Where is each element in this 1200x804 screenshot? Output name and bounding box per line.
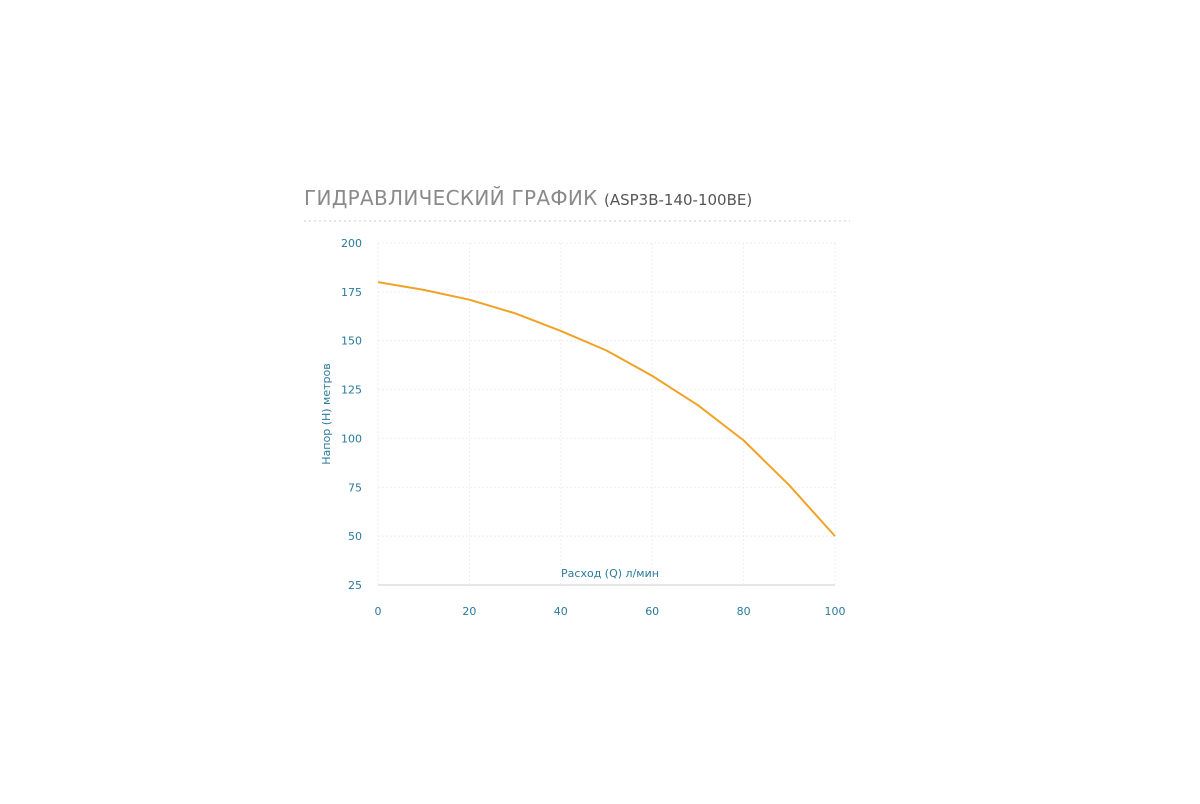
x-tick-label: 20 [462, 605, 476, 618]
x-axis-label: Расход (Q) л/мин [561, 567, 659, 580]
x-tick-label: 40 [554, 605, 568, 618]
y-tick-label: 125 [341, 384, 362, 397]
y-axis-label: Напор (H) метров [320, 363, 333, 464]
y-tick-label: 75 [348, 481, 362, 494]
y-tick-label: 50 [348, 530, 362, 543]
y-tick-label: 150 [341, 335, 362, 348]
y-tick-label: 100 [341, 432, 362, 445]
y-tick-label: 175 [341, 286, 362, 299]
y-tick-label: 25 [348, 579, 362, 592]
chart-title: ГИДРАВЛИЧЕСКИЙ ГРАФИК [304, 186, 598, 210]
x-tick-label: 100 [825, 605, 846, 618]
x-tick-label: 60 [645, 605, 659, 618]
chart-subtitle: (ASP3B-140-100BE) [604, 191, 752, 209]
x-tick-label: 0 [375, 605, 382, 618]
y-tick-label: 200 [341, 237, 362, 250]
line [377, 281, 836, 537]
x-tick-label: 80 [737, 605, 751, 618]
